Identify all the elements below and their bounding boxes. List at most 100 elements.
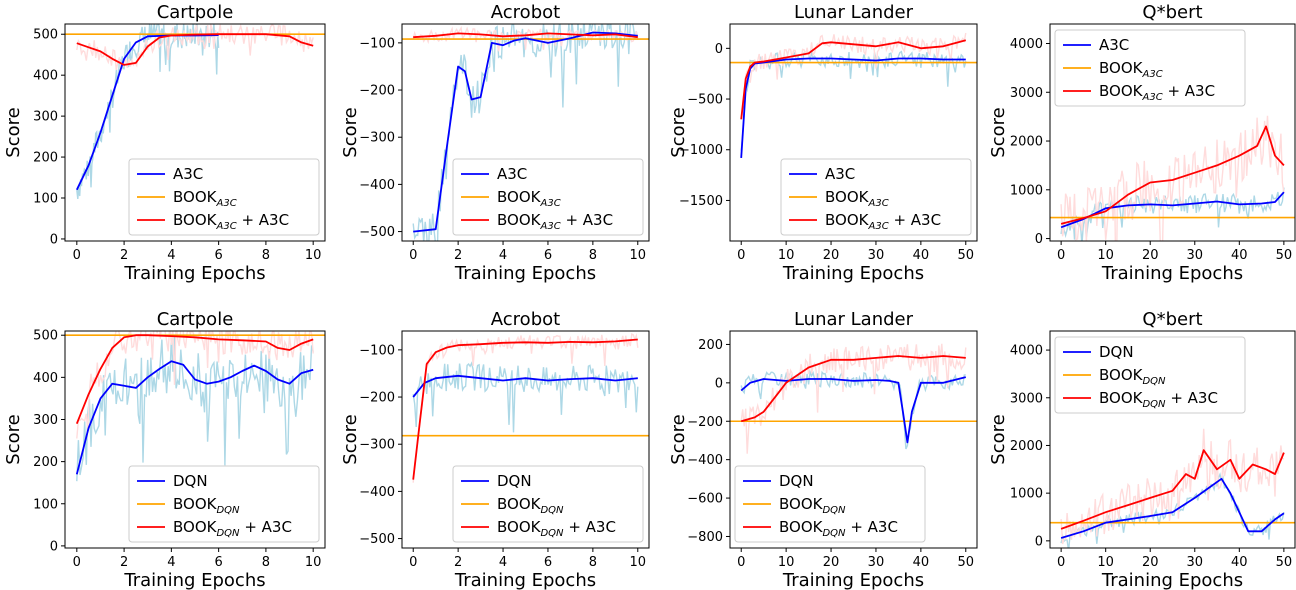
- chart-panel-3: 0 10 20 30 40 50 0 1000 2000 3000 4000 Q*bert Traini…: [988, 2, 1296, 284]
- x-tick-label: 8: [262, 248, 270, 263]
- x-tick-label: 4: [499, 555, 507, 570]
- x-tick-label: 6: [214, 555, 222, 570]
- axes-frame: [64, 330, 326, 549]
- series-line-0: [740, 376, 967, 444]
- y-axis-label: Score: [3, 414, 24, 464]
- raw-trace-1: [412, 25, 639, 52]
- y-tick-label: 1000: [1010, 183, 1043, 198]
- x-tick-label: 2: [120, 248, 128, 263]
- x-tick-label: 0: [73, 248, 81, 263]
- y-axis-label: Score: [668, 414, 689, 464]
- x-tick-label: 0: [737, 248, 745, 263]
- y-tick-label: 0: [1035, 232, 1043, 247]
- y-tick-label: −200: [359, 391, 395, 406]
- y-tick-label: 300: [33, 110, 58, 125]
- y-tick-label: 4000: [1010, 344, 1043, 359]
- y-tick-label: −500: [687, 93, 723, 108]
- y-tick-label: 2000: [1010, 135, 1043, 150]
- series-line-1: [76, 33, 314, 66]
- y-tick-label: 100: [33, 192, 58, 207]
- legend-label: BOOKA3C + A3C: [1099, 82, 1215, 103]
- x-tick-label: 2: [454, 248, 462, 263]
- legend-box: [128, 158, 320, 236]
- x-tick-label: 6: [544, 555, 552, 570]
- y-tick-label: 400: [33, 371, 58, 386]
- y-tick-label: 500: [33, 28, 58, 43]
- plot-area: [65, 24, 325, 199]
- x-tick-label: 8: [589, 248, 597, 263]
- x-axis-label: Training Epochs: [1101, 263, 1243, 284]
- x-axis-label: Training Epochs: [782, 263, 924, 284]
- x-tick-label: 0: [1057, 248, 1065, 263]
- x-tick-label: 0: [1057, 555, 1065, 570]
- legend-box: [452, 158, 644, 236]
- y-axis-label: Score: [668, 107, 689, 157]
- x-tick-label: 0: [73, 555, 81, 570]
- y-tick-label: −100: [359, 36, 395, 51]
- y-tick-label: 200: [33, 455, 58, 470]
- y-tick-label: −100: [359, 343, 395, 358]
- raw-trace-0: [740, 49, 967, 151]
- legend-label: BOOKA3C + A3C: [173, 211, 289, 232]
- y-tick-label: −1000: [679, 143, 723, 158]
- raw-trace-1: [76, 24, 314, 70]
- axes-frame: [401, 23, 650, 242]
- y-tick-label: 3000: [1010, 86, 1043, 101]
- x-tick-label: 40: [913, 248, 930, 263]
- legend-label: BOOKDQN + A3C: [1099, 389, 1218, 410]
- chart-panel-0: 0 2 4 6 8 100100200300400500CartpoleTraining …: [3, 2, 326, 284]
- series-line-1: [412, 338, 638, 480]
- axes-frame: [401, 330, 650, 549]
- series-line-0: [412, 374, 638, 398]
- chart-panel-4: 0 2 4 6 8 100100200300400500CartpoleTraining …: [3, 309, 326, 590]
- x-tick-label: 8: [589, 555, 597, 570]
- y-tick-label: 0: [1035, 534, 1043, 549]
- y-tick-label: −600: [687, 492, 723, 507]
- axes-frame: [1049, 23, 1296, 242]
- series-line-0: [740, 57, 966, 158]
- legend-box: [128, 465, 320, 543]
- x-tick-label: 40: [1231, 248, 1248, 263]
- x-axis-label: Training Epochs: [454, 570, 596, 590]
- y-tick-label: −800: [687, 530, 723, 545]
- raw-trace-0: [740, 369, 966, 450]
- plot-area: [730, 32, 977, 158]
- y-tick-label: 0: [50, 232, 58, 247]
- axes-frame: [1049, 330, 1296, 549]
- raw-trace-1: [740, 32, 967, 118]
- raw-trace-0: [76, 335, 314, 482]
- legend-label: DQN: [173, 472, 208, 490]
- y-tick-label: 0: [50, 539, 58, 554]
- legend-label: BOOKDQN: [779, 495, 846, 516]
- x-tick-label: 4: [499, 248, 507, 263]
- legend-label: BOOKDQN: [497, 495, 564, 516]
- x-tick-label: 10: [1097, 248, 1114, 263]
- series-line-0: [1060, 477, 1285, 539]
- y-tick-label: 200: [33, 151, 58, 166]
- y-axis-label: Score: [988, 107, 1009, 157]
- x-tick-label: 50: [1276, 248, 1293, 263]
- raw-trace-1: [1060, 115, 1285, 241]
- series-line-0: [75, 360, 314, 475]
- legend-label: DQN: [779, 472, 814, 490]
- y-tick-label: 0: [715, 376, 723, 391]
- x-tick-label: 10: [778, 555, 795, 570]
- y-tick-label: 500: [33, 329, 58, 344]
- x-tick-label: 30: [1186, 555, 1203, 570]
- y-tick-label: −400: [359, 178, 395, 193]
- y-axis-label: Score: [340, 107, 361, 157]
- axes-frame: [64, 23, 326, 242]
- plot-area: [402, 332, 649, 483]
- axes-frame: [729, 330, 978, 549]
- y-tick-label: 400: [33, 69, 58, 84]
- x-tick-label: 10: [629, 248, 646, 263]
- legend-box: [452, 465, 644, 543]
- x-axis-label: Training Epochs: [123, 263, 265, 284]
- x-axis-label: Training Epochs: [454, 263, 596, 284]
- legend-box: [1054, 336, 1246, 414]
